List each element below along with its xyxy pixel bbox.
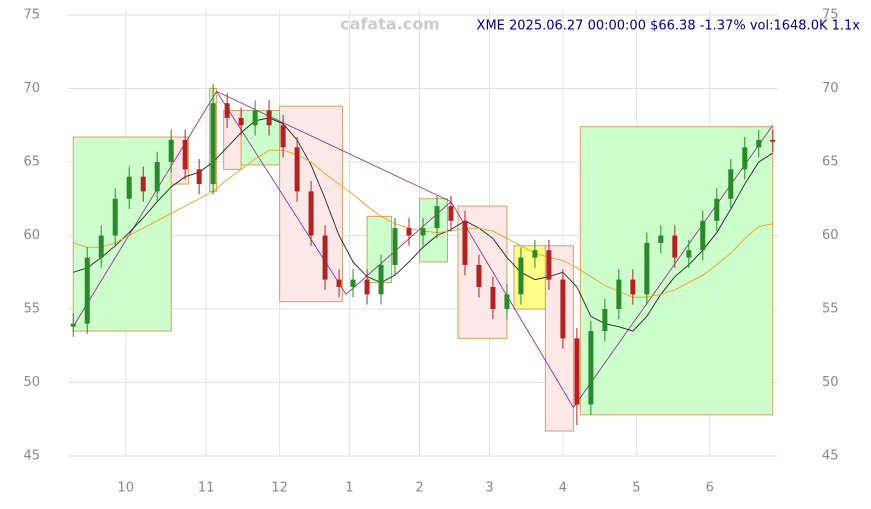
candle-body (476, 264, 482, 287)
y-tick-label: 45 (23, 449, 40, 464)
candle-body (742, 147, 748, 170)
candle-body (686, 250, 692, 258)
candle-body (490, 286, 496, 309)
candle-body (644, 242, 650, 295)
y-tick-label: 70 (23, 81, 40, 96)
candle-body (210, 103, 216, 185)
box (457, 205, 508, 339)
candle-body (574, 338, 580, 405)
candle-body (560, 279, 566, 339)
x-tick-label: 2 (415, 481, 423, 496)
candle-body (532, 250, 538, 258)
x-tick-label: 12 (271, 481, 288, 496)
x-tick-label: 11 (198, 481, 215, 496)
candle-body (168, 139, 174, 162)
candle-body (770, 139, 776, 142)
candle-body (84, 257, 90, 324)
moving-average (73, 117, 773, 332)
candle-body (672, 235, 678, 258)
y-tick-label-right: 75 (822, 8, 839, 23)
candle-body (196, 169, 202, 185)
chart-title: XME 2025.06.27 00:00:00 $66.38 -1.37% vo… (477, 19, 861, 34)
candle-body (294, 147, 300, 192)
candle-body (112, 198, 118, 236)
y-tick-label-right: 50 (822, 375, 839, 390)
y-tick-label: 60 (23, 228, 40, 243)
candle-body (434, 206, 440, 229)
candle-body (602, 309, 608, 332)
trend-line (216, 91, 452, 203)
candle-body (266, 110, 272, 126)
candle-body (700, 220, 706, 251)
x-tick-label: 6 (706, 481, 714, 496)
candle-body (140, 176, 146, 192)
candle-body (728, 169, 734, 199)
candle-body (182, 139, 188, 170)
candle-body (280, 125, 286, 148)
x-tick-label: 3 (485, 481, 493, 496)
x-tick-label: 10 (117, 481, 134, 496)
candle-body (154, 162, 160, 192)
candle-body (588, 331, 594, 405)
candle-body (224, 103, 230, 118)
candle-body (406, 228, 412, 236)
box (579, 126, 774, 416)
candle-body (322, 235, 328, 280)
y-tick-label-right: 60 (822, 228, 839, 243)
candle-body (518, 257, 524, 295)
trend-line (573, 125, 774, 408)
y-tick-label: 50 (23, 375, 40, 390)
trend-line (345, 201, 452, 295)
candle-body (504, 294, 510, 309)
x-tick-label: 5 (632, 481, 640, 496)
y-tick-label: 75 (23, 8, 40, 23)
candle-body (98, 235, 104, 258)
candle-body (350, 279, 356, 287)
y-tick-label-right: 55 (822, 302, 839, 317)
candle-body (630, 279, 636, 295)
x-tick-label: 4 (559, 481, 567, 496)
candle-body (252, 110, 258, 126)
candle-body (378, 264, 384, 295)
box (223, 110, 242, 170)
candle-body (616, 279, 622, 309)
trend-line (450, 201, 574, 408)
candle-body (546, 250, 552, 280)
candle-body (364, 279, 370, 295)
trend-line (72, 91, 217, 327)
candle-body (70, 323, 76, 327)
x-tick-label: 1 (345, 481, 353, 496)
candle-body (126, 176, 132, 199)
watermark: cafata.com (340, 15, 440, 34)
candle-body (238, 117, 244, 126)
y-tick-label: 65 (23, 155, 40, 170)
candle-body (658, 235, 664, 243)
box (513, 245, 546, 310)
candle-body (420, 228, 426, 236)
candle-body (392, 228, 398, 265)
candle-body (756, 139, 762, 148)
y-tick-label-right: 65 (822, 155, 839, 170)
candle-body (308, 191, 314, 236)
y-tick-label-right: 45 (822, 449, 839, 464)
candle-body (448, 206, 454, 221)
y-tick-label: 55 (23, 302, 40, 317)
candle-body (336, 279, 342, 287)
y-tick-label-right: 70 (822, 81, 839, 96)
candle-body (462, 220, 468, 265)
candle-body (714, 198, 720, 221)
